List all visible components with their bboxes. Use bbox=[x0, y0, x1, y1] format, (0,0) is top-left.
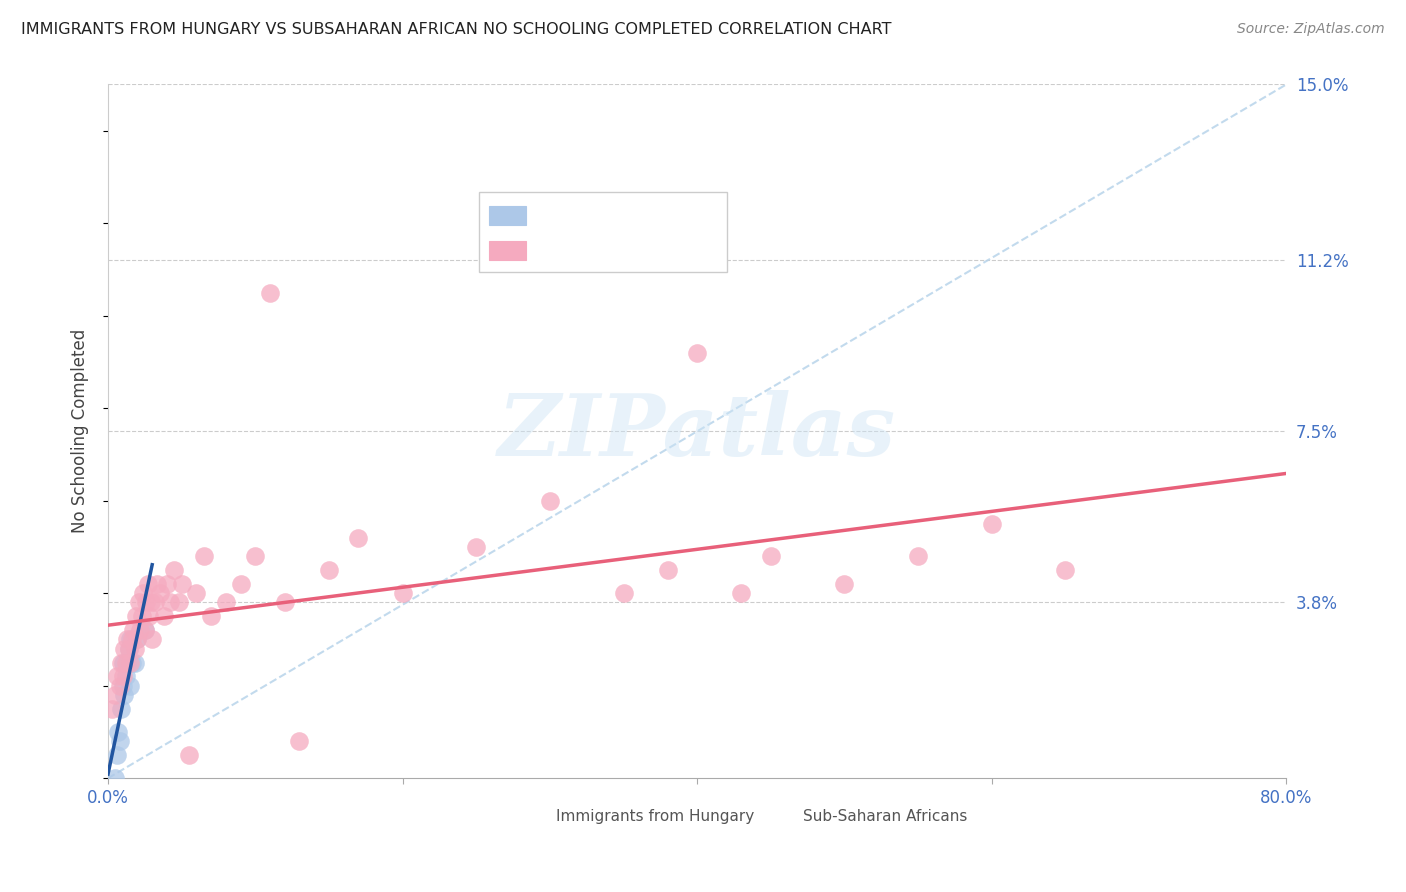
Point bbox=[145, 577, 167, 591]
Point bbox=[105, 669, 128, 683]
Point bbox=[125, 609, 148, 624]
Point bbox=[112, 688, 135, 702]
Point bbox=[131, 609, 153, 624]
Point bbox=[148, 586, 170, 600]
Point bbox=[107, 725, 129, 739]
Point bbox=[136, 577, 159, 591]
Text: N = 59: N = 59 bbox=[638, 240, 700, 258]
FancyBboxPatch shape bbox=[762, 809, 792, 827]
Point bbox=[114, 669, 136, 683]
FancyBboxPatch shape bbox=[479, 192, 727, 272]
Point bbox=[759, 549, 782, 564]
Text: N = 17: N = 17 bbox=[638, 205, 700, 223]
Point bbox=[110, 656, 132, 670]
Point bbox=[229, 577, 252, 591]
FancyBboxPatch shape bbox=[489, 241, 526, 260]
Point bbox=[274, 595, 297, 609]
Text: Immigrants from Hungary: Immigrants from Hungary bbox=[555, 809, 754, 824]
Point bbox=[186, 586, 208, 600]
Point bbox=[120, 679, 142, 693]
Point bbox=[112, 641, 135, 656]
Text: R = 0.318: R = 0.318 bbox=[540, 205, 624, 223]
Point bbox=[193, 549, 215, 564]
Point bbox=[980, 516, 1002, 531]
Point bbox=[121, 632, 143, 647]
Point bbox=[105, 748, 128, 763]
Point bbox=[391, 586, 413, 600]
Point bbox=[259, 285, 281, 300]
Text: IMMIGRANTS FROM HUNGARY VS SUBSAHARAN AFRICAN NO SCHOOLING COMPLETED CORRELATION: IMMIGRANTS FROM HUNGARY VS SUBSAHARAN AF… bbox=[21, 22, 891, 37]
Point bbox=[730, 586, 752, 600]
Point bbox=[347, 531, 370, 545]
Y-axis label: No Schooling Completed: No Schooling Completed bbox=[72, 329, 89, 533]
Text: Sub-Saharan Africans: Sub-Saharan Africans bbox=[803, 809, 967, 824]
Point bbox=[215, 595, 238, 609]
Point bbox=[108, 734, 131, 748]
Point bbox=[177, 748, 200, 763]
Point bbox=[245, 549, 267, 564]
Point bbox=[657, 563, 679, 577]
Point bbox=[538, 493, 561, 508]
Point bbox=[115, 632, 138, 647]
Point bbox=[104, 771, 127, 785]
Point bbox=[465, 540, 488, 554]
Point bbox=[108, 679, 131, 693]
Point bbox=[156, 577, 179, 591]
Point bbox=[141, 632, 163, 647]
Point bbox=[612, 586, 634, 600]
Point bbox=[101, 702, 124, 716]
Point bbox=[132, 586, 155, 600]
Point bbox=[111, 679, 134, 693]
Point bbox=[127, 632, 149, 647]
Point bbox=[1054, 563, 1077, 577]
Point bbox=[128, 595, 150, 609]
Point bbox=[153, 609, 176, 624]
Point bbox=[288, 734, 311, 748]
Point bbox=[134, 624, 156, 638]
Point bbox=[167, 595, 190, 609]
Point bbox=[110, 702, 132, 716]
Point bbox=[127, 632, 149, 647]
Point bbox=[120, 656, 142, 670]
Text: ZIPatlas: ZIPatlas bbox=[498, 390, 896, 473]
Point bbox=[139, 595, 162, 609]
Point bbox=[117, 641, 139, 656]
Point bbox=[124, 641, 146, 656]
FancyBboxPatch shape bbox=[489, 206, 526, 226]
Point bbox=[907, 549, 929, 564]
Text: Source: ZipAtlas.com: Source: ZipAtlas.com bbox=[1237, 22, 1385, 37]
FancyBboxPatch shape bbox=[515, 809, 544, 827]
Point bbox=[124, 656, 146, 670]
Point bbox=[170, 577, 193, 591]
Point bbox=[122, 624, 145, 638]
Point bbox=[115, 656, 138, 670]
Point bbox=[104, 688, 127, 702]
Point bbox=[834, 577, 856, 591]
Point bbox=[163, 563, 186, 577]
Point bbox=[159, 595, 181, 609]
Point bbox=[129, 624, 152, 638]
Point bbox=[121, 656, 143, 670]
Point bbox=[134, 624, 156, 638]
Point bbox=[111, 656, 134, 670]
Point bbox=[120, 632, 142, 647]
Point bbox=[117, 641, 139, 656]
Point bbox=[111, 669, 134, 683]
Point bbox=[138, 609, 160, 624]
Text: R = 0.219: R = 0.219 bbox=[540, 240, 624, 258]
Point bbox=[143, 595, 166, 609]
Point bbox=[114, 656, 136, 670]
Point bbox=[686, 345, 709, 359]
Point bbox=[135, 595, 157, 609]
Point bbox=[318, 563, 340, 577]
Point bbox=[200, 609, 222, 624]
